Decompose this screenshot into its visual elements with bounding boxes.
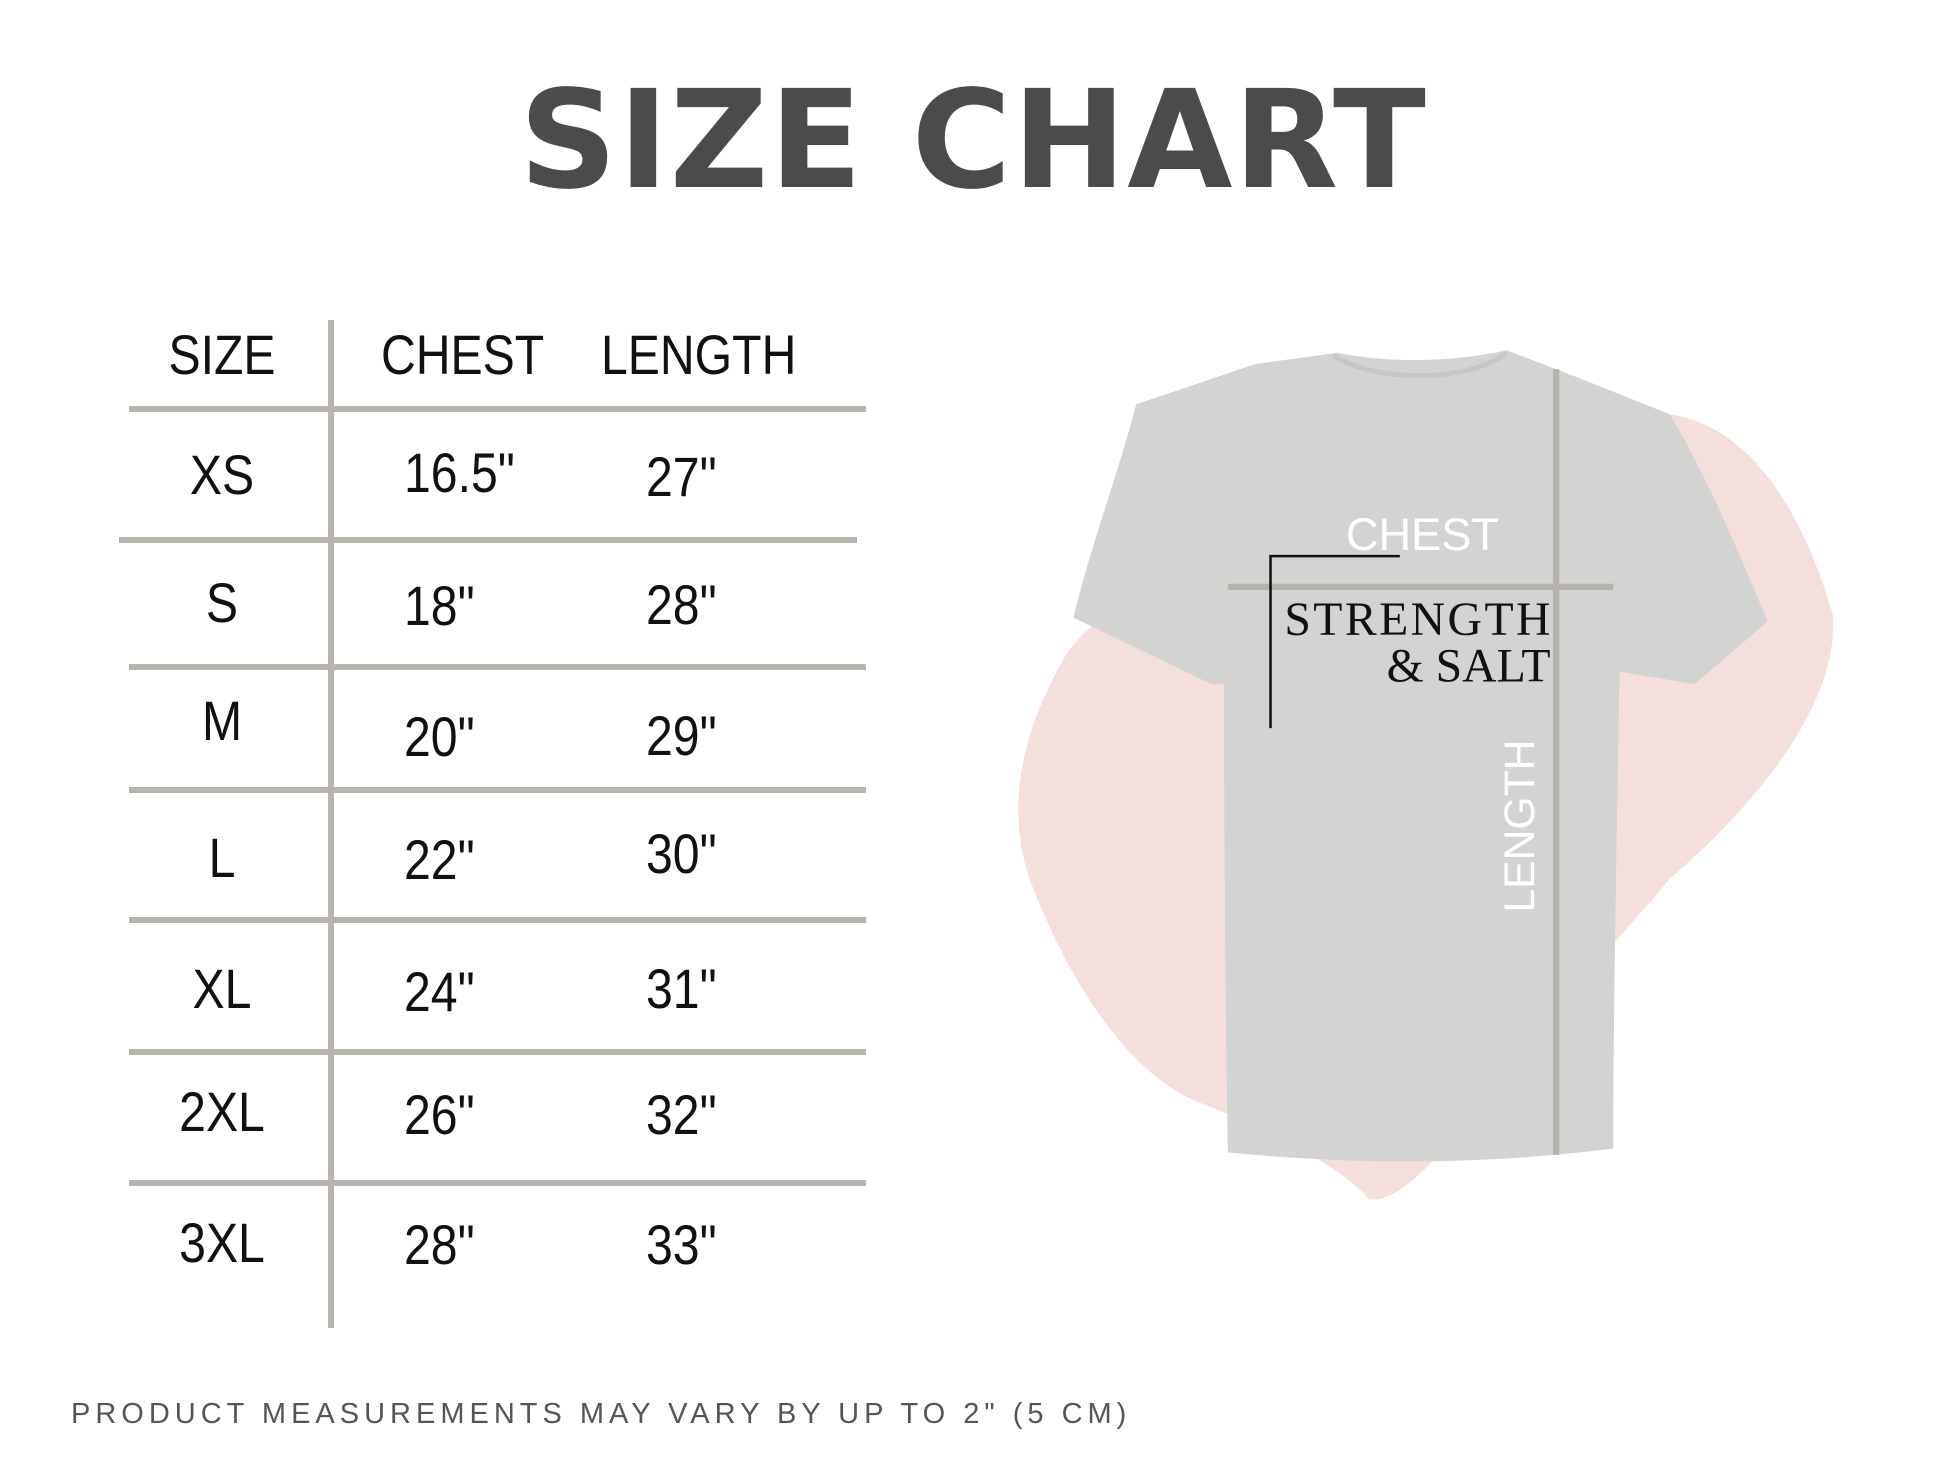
chest-cell: 22" [404,828,475,891]
header-chest: CHEST [381,323,545,386]
size-cell: L [208,826,236,889]
table-divider [119,537,857,543]
length-cell: 33" [646,1213,717,1276]
table-divider [129,1049,866,1055]
chest-measure-line [1227,583,1614,591]
length-cell: 30" [646,822,717,885]
shirt-print-line1: STRENGTH [1284,593,1550,646]
length-measure-line [1552,369,1560,1155]
shirt-print-line2: & SALT [1387,640,1551,693]
chest-cell: 26" [404,1083,475,1146]
chest-cell: 18" [404,574,475,637]
collar [1331,350,1509,379]
chest-cell: 20" [404,705,475,768]
length-cell: 28" [646,573,717,636]
length-label: LENGTH [1496,739,1544,912]
size-cell: 2XL [179,1080,265,1143]
length-cell: 32" [646,1083,717,1146]
chest-cell: 16.5" [404,441,515,504]
chest-cell: 28" [404,1213,475,1276]
chest-label: CHEST [1346,509,1499,560]
tshirt-shape [1073,350,1768,1162]
chest-cell: 24" [404,960,475,1023]
table-divider [129,787,866,793]
length-cell: 27" [646,445,717,508]
measurement-disclaimer: PRODUCT MEASUREMENTS MAY VARY BY UP TO 2… [71,1398,1132,1430]
page-title: SIZE CHART [519,62,1427,220]
size-cell: M [201,689,243,752]
size-cell: S [205,571,239,634]
size-cell: 3XL [179,1211,265,1274]
table-column-divider [328,320,334,1328]
size-cell: XS [189,443,255,506]
header-size: SIZE [168,323,276,386]
table-divider [129,917,866,923]
length-cell: 31" [646,957,717,1020]
length-cell: 29" [646,704,717,767]
table-divider [129,1180,866,1186]
header-length: LENGTH [601,323,797,386]
table-divider [129,664,866,670]
size-cell: XL [192,957,252,1020]
table-divider [129,406,866,412]
print-bracket [1269,554,1400,729]
